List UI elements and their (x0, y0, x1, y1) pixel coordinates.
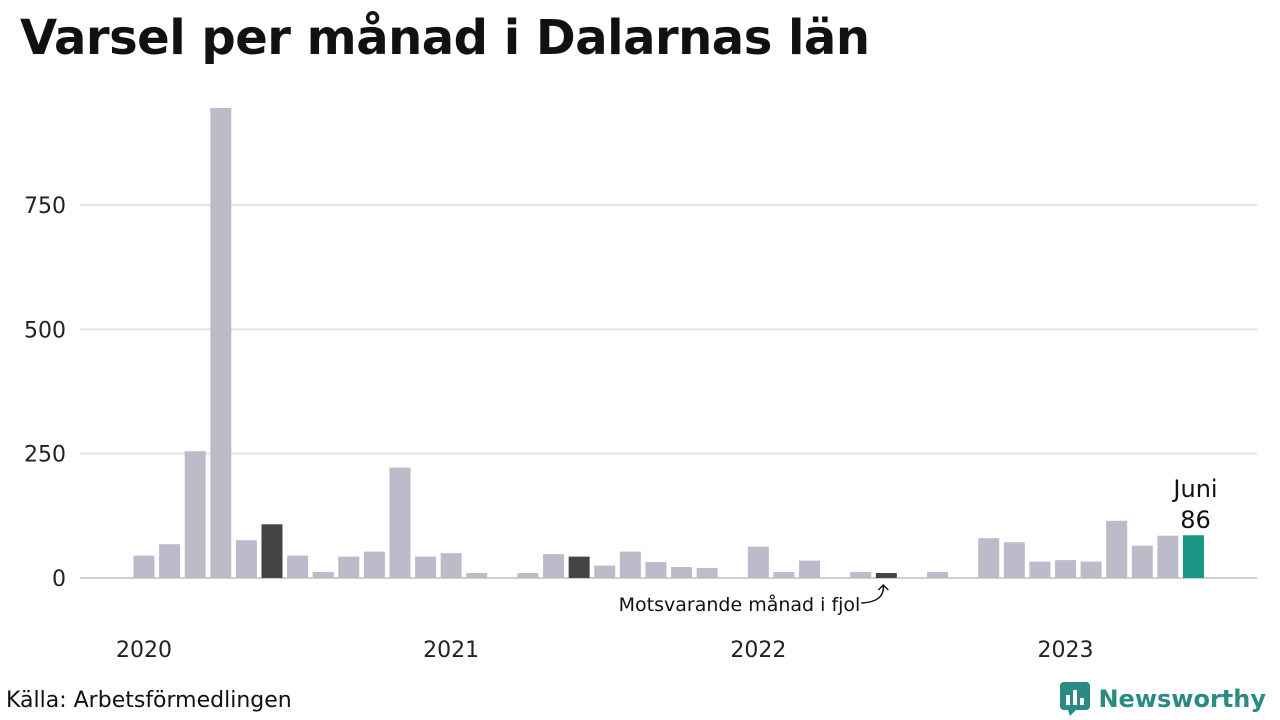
bar (517, 573, 539, 578)
x-year-label: 2020 (116, 638, 172, 663)
bar (159, 544, 181, 578)
bar (415, 556, 437, 578)
newsworthy-logo-icon (1060, 682, 1091, 716)
highlight-value-label: 86 (1180, 506, 1211, 534)
bar (594, 565, 616, 578)
annotation-arrow (861, 584, 889, 604)
highlight-month-label: Juni (1171, 475, 1217, 503)
bar (466, 573, 488, 578)
bars (133, 108, 1204, 579)
brand-name: Newsworthy (1098, 685, 1266, 713)
bar (1029, 561, 1051, 578)
bar (927, 572, 949, 578)
bar (799, 560, 821, 578)
bar (568, 556, 590, 578)
gridlines (80, 204, 1257, 579)
bar (1080, 561, 1102, 578)
source-label: Källa: Arbetsförmedlingen (6, 688, 292, 713)
bar (363, 551, 385, 578)
bar (133, 555, 155, 578)
bar (671, 567, 693, 578)
bar (1106, 520, 1128, 578)
bar (696, 568, 718, 578)
bar (1003, 542, 1025, 578)
x-year-label: 2022 (730, 638, 786, 663)
bar (210, 108, 232, 579)
x-year-label: 2023 (1038, 638, 1094, 663)
bar (773, 572, 795, 578)
bar (1183, 535, 1204, 578)
bar (235, 540, 257, 578)
x-year-label: 2021 (423, 638, 479, 663)
bar (978, 538, 1000, 578)
y-tick-label: 0 (52, 567, 66, 592)
bar (645, 562, 667, 578)
bar (338, 556, 360, 578)
bar (389, 467, 411, 578)
previous-year-annotation: Motsvarande månad i fjol (619, 584, 889, 616)
bar (261, 524, 283, 578)
brand-logo: Newsworthy (1060, 682, 1266, 716)
bar (543, 554, 565, 578)
bar (1157, 535, 1179, 578)
bar (1131, 545, 1153, 578)
y-tick-label: 750 (24, 194, 66, 219)
bar (619, 551, 641, 578)
y-axis-labels: 0 250 500 750 (24, 194, 66, 592)
bar (184, 451, 206, 578)
bar (312, 572, 334, 578)
bar (875, 573, 897, 578)
bar (287, 555, 309, 578)
y-tick-label: 500 (24, 318, 66, 343)
bar (1055, 560, 1077, 578)
annotation-text: Motsvarande månad i fjol (619, 593, 861, 616)
bar (747, 546, 769, 578)
bar (440, 553, 462, 578)
x-axis-labels: 2020 2021 2022 2023 (116, 638, 1094, 663)
chart-title: Varsel per månad i Dalarnas län (20, 10, 870, 66)
y-tick-label: 250 (24, 443, 66, 468)
bar (850, 572, 872, 578)
highlight-callout: Juni 86 (1171, 475, 1217, 534)
